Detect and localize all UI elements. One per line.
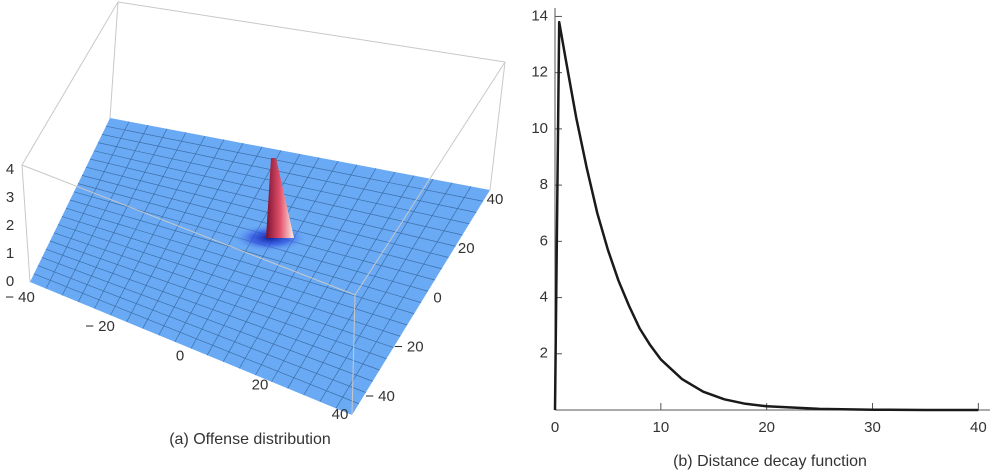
- y-tick-label: 8: [540, 176, 548, 193]
- mesh-line: [255, 168, 377, 376]
- x-tick-label: 0: [551, 419, 559, 436]
- x-tick-label: 10: [652, 419, 669, 436]
- mesh-line: [319, 182, 453, 402]
- mesh-line: [85, 166, 449, 258]
- mesh-line: [238, 164, 358, 369]
- caption: (b) Distance decay function: [673, 453, 867, 470]
- y-tick-label: 10: [531, 120, 548, 137]
- box-edge: [489, 61, 506, 191]
- box-edge: [21, 164, 356, 296]
- line-plot: (b) Distance decay function 2 4 6 8 10 12 14 0 1…: [531, 7, 990, 470]
- surface-peak: [266, 158, 294, 238]
- box-edge: [21, 1, 506, 166]
- surface: [30, 118, 490, 415]
- y-tick-label: 4: [540, 289, 548, 306]
- y-tick-label: 12: [531, 64, 548, 81]
- mesh-line: [335, 186, 472, 409]
- z-tick-label: 0: [6, 273, 14, 290]
- y-tick-label: − 20: [394, 339, 424, 356]
- mesh-line: [206, 157, 320, 356]
- mesh-line: [97, 142, 470, 225]
- mesh-line: [303, 179, 434, 396]
- mesh-line: [105, 125, 484, 202]
- z-tick-label: 3: [6, 189, 14, 206]
- x-tick-label: 0: [176, 347, 184, 364]
- x-tick-label: − 40: [5, 289, 35, 306]
- x-tick-label: 40: [332, 406, 349, 423]
- surface-plane: [30, 118, 490, 415]
- mesh-line: [69, 199, 422, 303]
- x-tick-label: 30: [864, 419, 881, 436]
- box-edge: [354, 61, 506, 296]
- x-tick-label: 20: [758, 419, 775, 436]
- z-tick-label: 2: [6, 217, 14, 234]
- y-tick-label: − 40: [365, 388, 395, 405]
- caption: (a) Offense distribution: [169, 431, 331, 448]
- x-tick-label: 40: [970, 419, 987, 436]
- mesh-line: [271, 171, 396, 382]
- mesh-line: [287, 175, 415, 389]
- mesh-line: [222, 161, 339, 362]
- y-tick-label: 6: [540, 232, 548, 249]
- y-tick-label: 40: [487, 191, 504, 208]
- y-tick-label: 2: [540, 345, 548, 362]
- z-tick-label: 1: [6, 245, 14, 262]
- x-tick-label: 20: [252, 377, 269, 394]
- box-edge: [21, 164, 31, 283]
- x-tick-label: − 20: [85, 318, 115, 335]
- y-tick-label: 0: [433, 289, 441, 306]
- box-edge: [351, 294, 356, 416]
- y-tick-label: 14: [531, 7, 548, 24]
- y-tick-label: 20: [458, 240, 475, 257]
- surface-plot: (a) Offense distribution − 40− 2002040− …: [5, 1, 506, 448]
- mesh-line: [101, 134, 477, 213]
- decay-line: [553, 20, 979, 412]
- box-edge: [109, 1, 119, 119]
- z-tick-label: 4: [6, 161, 14, 178]
